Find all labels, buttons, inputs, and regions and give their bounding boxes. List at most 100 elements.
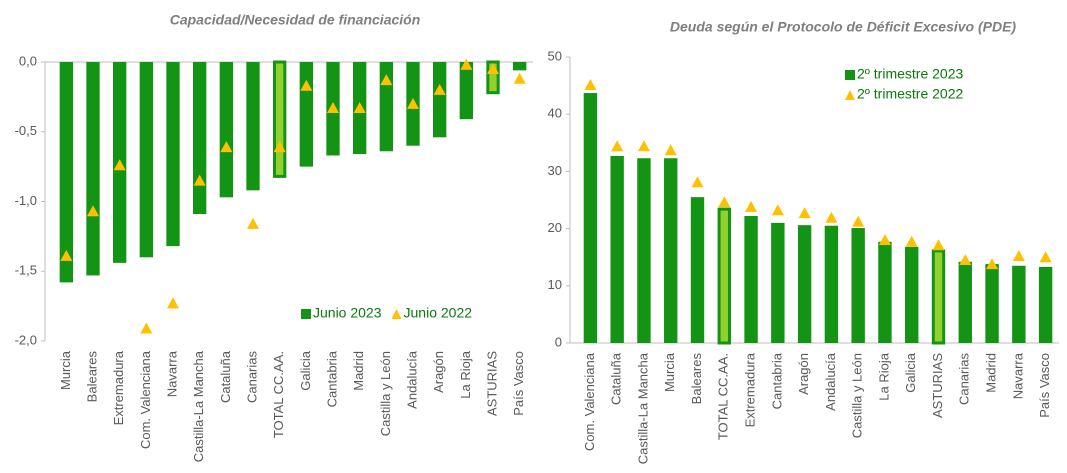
triangle-marker xyxy=(87,205,99,217)
triangle-marker xyxy=(247,217,259,229)
chart-title: Deuda según el Protocolo de Déficit Exce… xyxy=(670,19,1017,35)
triangle-marker xyxy=(1012,250,1025,262)
x-tick-label: Navarra xyxy=(164,350,179,397)
x-tick-label: Canarias xyxy=(957,353,972,406)
legend-label: Junio 2023 xyxy=(313,305,382,321)
bar xyxy=(717,207,731,345)
bar xyxy=(1012,265,1026,343)
triangle-marker xyxy=(798,207,811,219)
y-tick-label: -2,0 xyxy=(15,332,37,347)
y-tick-label: 30 xyxy=(548,163,562,178)
bar xyxy=(486,60,500,95)
x-tick-label: Cantabria xyxy=(324,350,339,407)
x-tick-label: Galicia xyxy=(903,352,918,393)
bar xyxy=(86,62,100,276)
triangle-marker xyxy=(771,204,784,216)
x-tick-label: Baleares xyxy=(84,351,99,403)
triangle-marker xyxy=(718,196,731,208)
x-tick-label: Murcia xyxy=(662,352,677,392)
triangle-marker xyxy=(460,58,473,70)
triangle-marker xyxy=(878,234,891,246)
triangle-marker xyxy=(353,102,366,114)
x-tick-label: Castilla-La Mancha xyxy=(191,350,206,462)
triangle-marker xyxy=(1039,251,1052,263)
x-tick-label: TOTAL CC.AA. xyxy=(716,353,731,440)
bar xyxy=(273,60,287,178)
triangle-marker xyxy=(664,144,677,156)
bar xyxy=(851,228,865,343)
bar xyxy=(985,264,999,343)
x-tick-label: Castilla y León xyxy=(378,351,393,436)
triangle-marker xyxy=(167,297,179,309)
x-tick-label: Cataluña xyxy=(609,352,624,405)
x-tick-label: Andalucía xyxy=(404,350,419,409)
triangle-marker xyxy=(300,79,313,91)
triangle-marker xyxy=(986,258,999,270)
bar xyxy=(139,62,153,258)
bar xyxy=(513,62,527,71)
x-tick-label: Murcia xyxy=(58,350,73,390)
triangle-marker xyxy=(327,102,339,114)
y-tick-label: 50 xyxy=(548,48,562,63)
x-tick-label: Aragón xyxy=(796,353,811,395)
legend-label: 2º trimestre 2022 xyxy=(857,86,963,102)
x-tick-label: Cataluña xyxy=(218,350,233,403)
x-tick-label: La Rioja xyxy=(458,350,473,398)
y-tick-label: -1,0 xyxy=(15,193,37,208)
x-tick-label: País Vasco xyxy=(511,351,526,416)
triangle-marker xyxy=(932,239,945,251)
triangle-marker xyxy=(637,140,650,152)
triangle-marker xyxy=(60,249,73,261)
legend-swatch xyxy=(845,70,855,80)
triangle-marker xyxy=(611,140,624,152)
bar xyxy=(219,62,233,198)
x-tick-label: Navarra xyxy=(1010,352,1025,399)
bar xyxy=(583,93,598,343)
triangle-marker xyxy=(113,159,126,171)
triangle-marker xyxy=(584,79,597,91)
triangle-marker xyxy=(513,72,526,84)
bar xyxy=(905,246,919,343)
bar xyxy=(771,222,785,343)
bar xyxy=(958,261,972,343)
bar xyxy=(246,62,260,191)
x-tick-label: Extremadura xyxy=(111,350,126,425)
x-tick-label: Canarias xyxy=(244,351,259,404)
bar xyxy=(878,241,892,343)
x-tick-label: Aragón xyxy=(431,351,446,393)
y-tick-label: -0,5 xyxy=(15,123,37,138)
x-tick-label: País Vasco xyxy=(1037,353,1052,418)
x-tick-label: Com. Valenciana xyxy=(138,350,153,449)
x-tick-label: Castilla-La Mancha xyxy=(635,352,650,464)
y-tick-label: 0,0 xyxy=(19,53,37,68)
triangle-marker xyxy=(407,97,419,109)
x-tick-label: Com. Valenciana xyxy=(582,352,597,451)
x-tick-label: Castilla y León xyxy=(850,353,865,438)
triangle-marker xyxy=(380,74,393,86)
bar xyxy=(931,249,946,345)
triangle-marker xyxy=(905,235,918,247)
bar xyxy=(637,158,651,343)
legend-swatch xyxy=(845,90,855,100)
y-tick-label: -1,5 xyxy=(15,263,37,278)
x-tick-label: Madrid xyxy=(983,353,998,393)
y-tick-label: 0 xyxy=(555,334,562,349)
x-tick-label: Extremadura xyxy=(742,352,757,427)
triangle-marker xyxy=(852,215,865,227)
triangle-marker xyxy=(825,211,838,223)
x-tick-label: Madrid xyxy=(351,351,366,391)
legend-swatch xyxy=(391,309,402,319)
bar xyxy=(610,155,624,343)
x-tick-label: La Rioja xyxy=(876,352,891,400)
bar xyxy=(744,216,758,343)
triangle-marker xyxy=(273,141,286,153)
bar xyxy=(1038,266,1053,343)
triangle-marker xyxy=(193,174,206,186)
y-tick-label: 40 xyxy=(548,106,562,121)
triangle-marker xyxy=(691,176,704,188)
y-tick-label: 10 xyxy=(548,277,562,292)
triangle-marker xyxy=(140,322,153,334)
bar xyxy=(690,197,705,343)
legend-swatch xyxy=(301,309,311,319)
